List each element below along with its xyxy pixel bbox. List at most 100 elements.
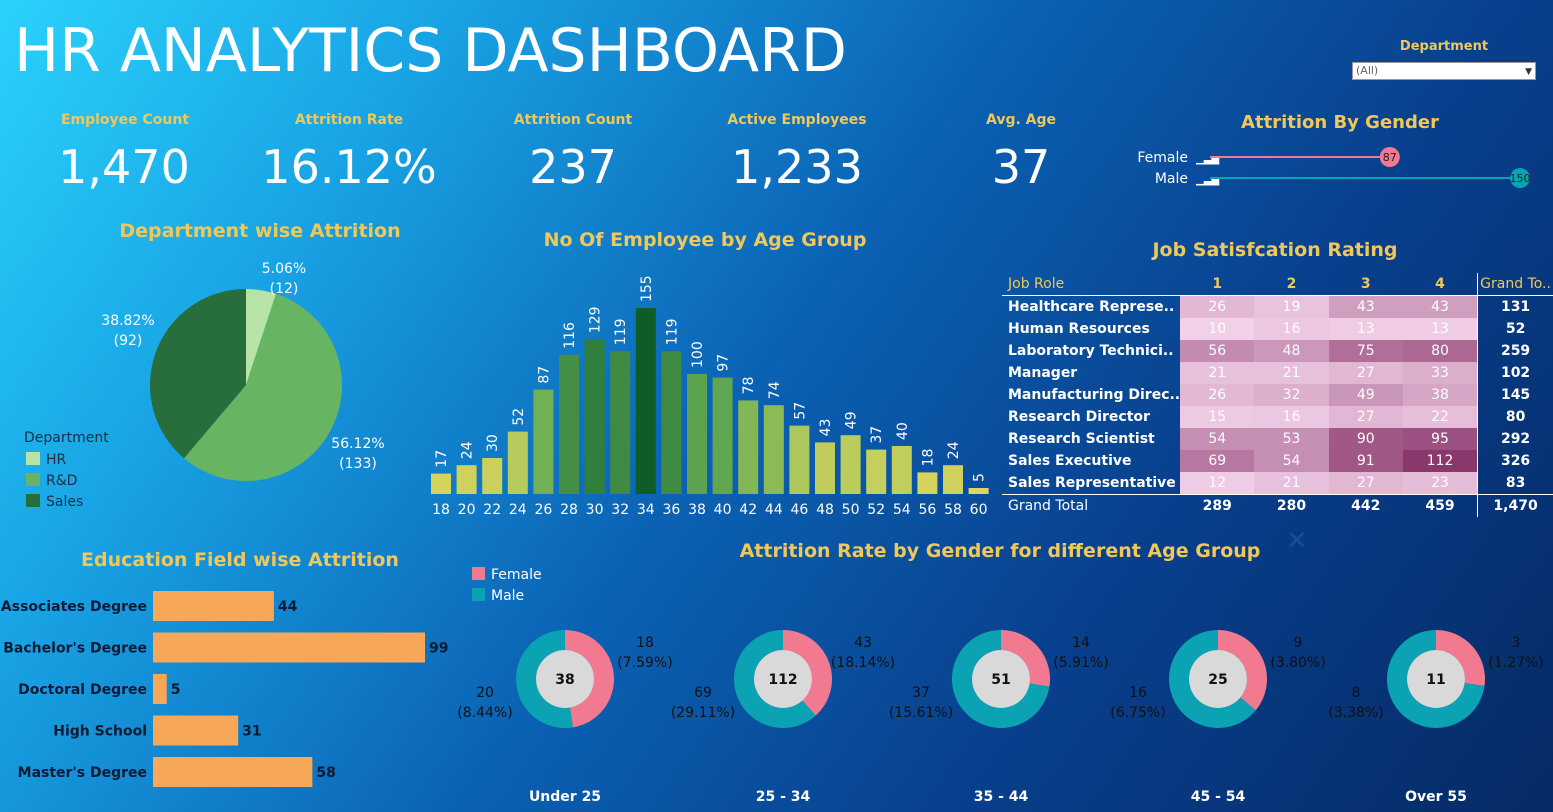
age-tick-label: 58: [944, 502, 962, 518]
job-satisfaction-table: Job Role 1 2 3 4 Grand To.. Healthcare Represe…: [1002, 273, 1553, 517]
gender-label: Female: [1137, 150, 1188, 166]
pie-pct-label: 56.12%: [331, 436, 384, 452]
table-cell: 27: [1328, 362, 1403, 384]
table-cell: 21: [1254, 472, 1329, 495]
age-tick-label: 36: [662, 502, 680, 518]
edu-category-label: Master's Degree: [18, 765, 147, 781]
kpi-active-employees-value: 1,233: [731, 140, 863, 194]
age-tick-label: 32: [611, 502, 629, 518]
table-row: Laboratory Technici.. 56 48 75 80 259: [1002, 340, 1553, 362]
table-row-label: Human Resources: [1008, 321, 1150, 337]
age-bar-value-label: 18: [920, 449, 936, 467]
age-bar-value-label: 97: [716, 354, 732, 372]
table-cell: 19: [1254, 295, 1329, 318]
table-cell: 15: [1180, 406, 1255, 428]
age-tick-label: 20: [458, 502, 476, 518]
chevron-down-icon[interactable]: ▼: [1525, 67, 1532, 77]
legend-label: Male: [491, 588, 524, 604]
table-cell: 26: [1180, 384, 1255, 406]
age-bar: [482, 458, 503, 494]
department-dropdown-value: (All): [1356, 64, 1379, 77]
table-cell: 54: [1180, 428, 1255, 450]
age-tick-label: 56: [918, 502, 936, 518]
donut-male-pct-label: (6.75%): [1110, 705, 1165, 721]
donut-group-label: Under 25: [529, 789, 601, 805]
department-filter-label: Department: [1399, 39, 1489, 54]
gender-label: Male: [1155, 171, 1188, 187]
table-row-label: Healthcare Represe..: [1008, 299, 1175, 315]
age-bar: [533, 389, 554, 494]
table-cell: 26: [1180, 295, 1255, 318]
table-cell: 27: [1328, 406, 1403, 428]
kpi-attrition-rate-label: Attrition Rate: [294, 112, 404, 128]
table-column-header: 1: [1180, 273, 1255, 296]
age-bar: [968, 488, 989, 494]
job-chart-title: Job Satisfcation Rating: [1152, 239, 1398, 261]
table-cell: 54: [1254, 450, 1329, 472]
donut-female-pct-label: (18.14%): [831, 655, 895, 671]
edu-value-label: 99: [429, 641, 448, 657]
table-row: Manager 21 21 27 33 102: [1002, 362, 1553, 384]
age-tick-label: 22: [483, 502, 501, 518]
table-cell: 13: [1402, 318, 1478, 340]
table-cell: 10: [1180, 318, 1255, 340]
age-tick-label: 38: [688, 502, 706, 518]
bar-chart-icon: ▁▃▅: [1195, 175, 1219, 186]
table-row: Sales Executive 69 54 91 112 326: [1002, 450, 1553, 472]
table-cell: 22: [1402, 406, 1478, 428]
table-cell: 16: [1254, 318, 1329, 340]
department-dropdown[interactable]: (All) ▼: [1352, 62, 1536, 80]
donut-male-value-label: 20: [476, 685, 494, 701]
age-bar-value-label: 17: [434, 450, 450, 468]
donut-male-segment: [734, 630, 816, 728]
pie-pct-label: 38.82%: [101, 313, 154, 329]
kpi-attrition-rate-value: 16.12%: [261, 140, 437, 194]
table-cell: 38: [1402, 384, 1478, 406]
table-cell: 43: [1328, 295, 1403, 318]
age-bar-value-label: 24: [460, 441, 476, 459]
donut-total-label: 38: [555, 672, 574, 688]
donut-male-segment: [516, 630, 574, 728]
gender-dot: [1379, 147, 1400, 167]
donut-male-pct-label: (3.38%): [1328, 705, 1383, 721]
pie-count-label: (92): [114, 333, 143, 349]
age-bar: [456, 465, 477, 494]
table-cell: 90: [1328, 428, 1403, 450]
table-cell: 16: [1254, 406, 1329, 428]
legend-swatch: [26, 473, 40, 486]
age-bar: [507, 431, 528, 494]
table-cell: 27: [1328, 472, 1403, 495]
donut-male-segment: [1169, 630, 1256, 728]
age-tick-label: 44: [765, 502, 783, 518]
age-tick-label: 54: [893, 502, 911, 518]
age-bar: [712, 377, 733, 494]
donut-group-label: 45 - 54: [1191, 789, 1246, 805]
edu-category-label: High School: [53, 724, 147, 740]
legend-swatch: [26, 452, 40, 465]
age-bar-value-label: 78: [741, 377, 757, 395]
table-cell: 56: [1180, 340, 1255, 362]
age-bar: [840, 435, 861, 494]
table-cell: 112: [1402, 450, 1478, 472]
donut-female-segment: [1436, 630, 1485, 686]
kpi-active-employees-label: Active Employees: [727, 112, 867, 128]
kpi-employee-count-value: 1,470: [58, 140, 190, 194]
age-bar-value-label: 37: [869, 426, 885, 444]
kpi-attrition-count-label: Attrition Count: [513, 112, 633, 128]
edu-bar: [153, 591, 274, 621]
table-grand-total-cell: 280: [1254, 494, 1329, 517]
donut-female-value-label: 3: [1512, 635, 1521, 651]
donut-male-value-label: 16: [1129, 685, 1147, 701]
table-column-header: Grand To..: [1477, 273, 1553, 296]
kpi-avg-age-label: Avg. Age: [985, 112, 1057, 128]
table-row-total: 292: [1477, 428, 1553, 450]
close-icon[interactable]: ✕: [1286, 526, 1308, 556]
kpi-employee-count-label: Employee Count: [60, 112, 190, 128]
age-bar: [635, 308, 656, 494]
age-tick-label: 40: [714, 502, 732, 518]
table-cell: 95: [1402, 428, 1478, 450]
donut-male-segment: [1387, 630, 1485, 728]
table-cell: 13: [1328, 318, 1403, 340]
legend-label: R&D: [46, 473, 77, 489]
donut-male-segment: [951, 630, 1050, 728]
